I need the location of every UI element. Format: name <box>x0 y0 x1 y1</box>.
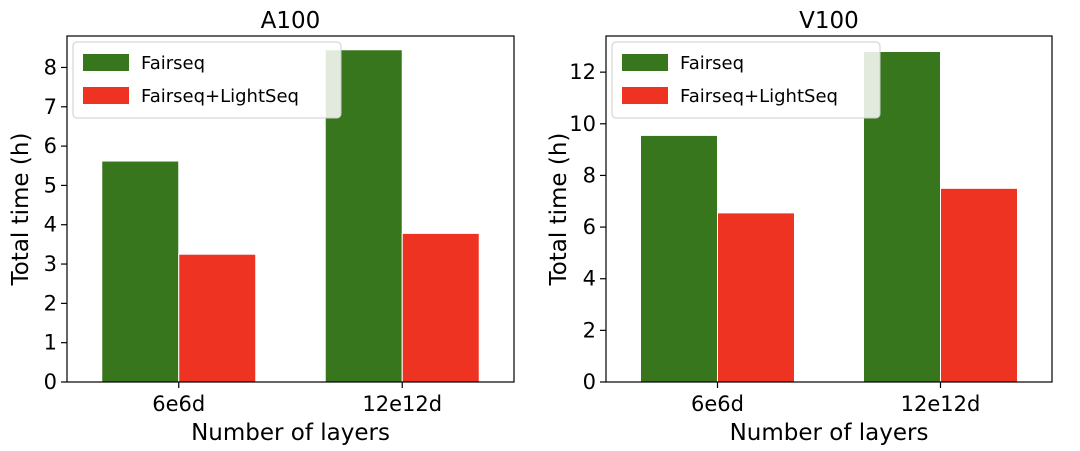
y-tick-label: 6 <box>44 134 57 158</box>
y-tick-label: 12 <box>569 60 596 84</box>
legend-swatch <box>622 87 668 104</box>
bar-fairseq-6e6d <box>640 134 718 383</box>
legend-box <box>611 41 881 119</box>
x-tick-label: 12e12d <box>362 392 442 416</box>
legend-label: Fairseq <box>680 53 744 74</box>
chart-title: V100 <box>799 8 859 34</box>
y-tick-label: 10 <box>569 112 596 136</box>
y-tick-label: 0 <box>44 370 57 394</box>
legend: Fairseq Fairseq+LightSeq <box>72 41 342 119</box>
y-tick-label: 8 <box>583 163 596 187</box>
y-tick-label: 1 <box>44 331 57 355</box>
x-axis-label: Number of layers <box>191 420 390 446</box>
legend-label: Fairseq <box>141 53 205 74</box>
bar-fairseq-lightseq-6e6d <box>178 253 257 383</box>
x-axis-label: Number of layers <box>730 420 929 446</box>
y-tick-label: 2 <box>44 291 57 315</box>
axes-frame <box>66 35 515 383</box>
chart-panel-0: 0 1 2 3 4 5 6 7 8 6e6d 12e12d A100 Number of layers T… <box>8 8 515 446</box>
chart-title: A100 <box>261 8 321 34</box>
bar-fairseq-lightseq-12e12d <box>940 187 1018 383</box>
y-axis-label: Total time (h) <box>546 133 572 287</box>
y-tick-label: 3 <box>44 252 57 276</box>
bar-fairseq-lightseq-12e12d <box>401 232 480 383</box>
legend: Fairseq Fairseq+LightSeq <box>611 41 881 119</box>
y-tick-label: 0 <box>583 370 596 394</box>
y-tick-label: 8 <box>44 55 57 79</box>
legend-box <box>72 41 342 119</box>
chart-panel-1: 0 2 4 6 8 10 12 6e6d 12e12d V100 Number of layers T… <box>546 8 1053 446</box>
legend-label: Fairseq+LightSeq <box>680 86 838 107</box>
axes-frame <box>605 35 1053 383</box>
y-tick-label: 2 <box>583 318 596 342</box>
y-tick-label: 7 <box>44 95 57 119</box>
x-tick-label: 12e12d <box>901 392 981 416</box>
x-tick-label: 6e6d <box>691 392 744 416</box>
legend-swatch <box>622 54 668 71</box>
y-tick-label: 4 <box>44 213 57 237</box>
y-tick-label: 5 <box>44 173 57 197</box>
y-axis-label: Total time (h) <box>8 133 34 287</box>
legend-swatch <box>83 87 129 104</box>
bar-fairseq-6e6d <box>101 160 180 383</box>
y-tick-label: 6 <box>583 215 596 239</box>
x-tick-label: 6e6d <box>152 392 205 416</box>
legend-swatch <box>83 54 129 71</box>
bar-fairseq-lightseq-6e6d <box>717 212 795 383</box>
y-tick-label: 4 <box>583 267 596 291</box>
legend-label: Fairseq+LightSeq <box>141 86 299 107</box>
